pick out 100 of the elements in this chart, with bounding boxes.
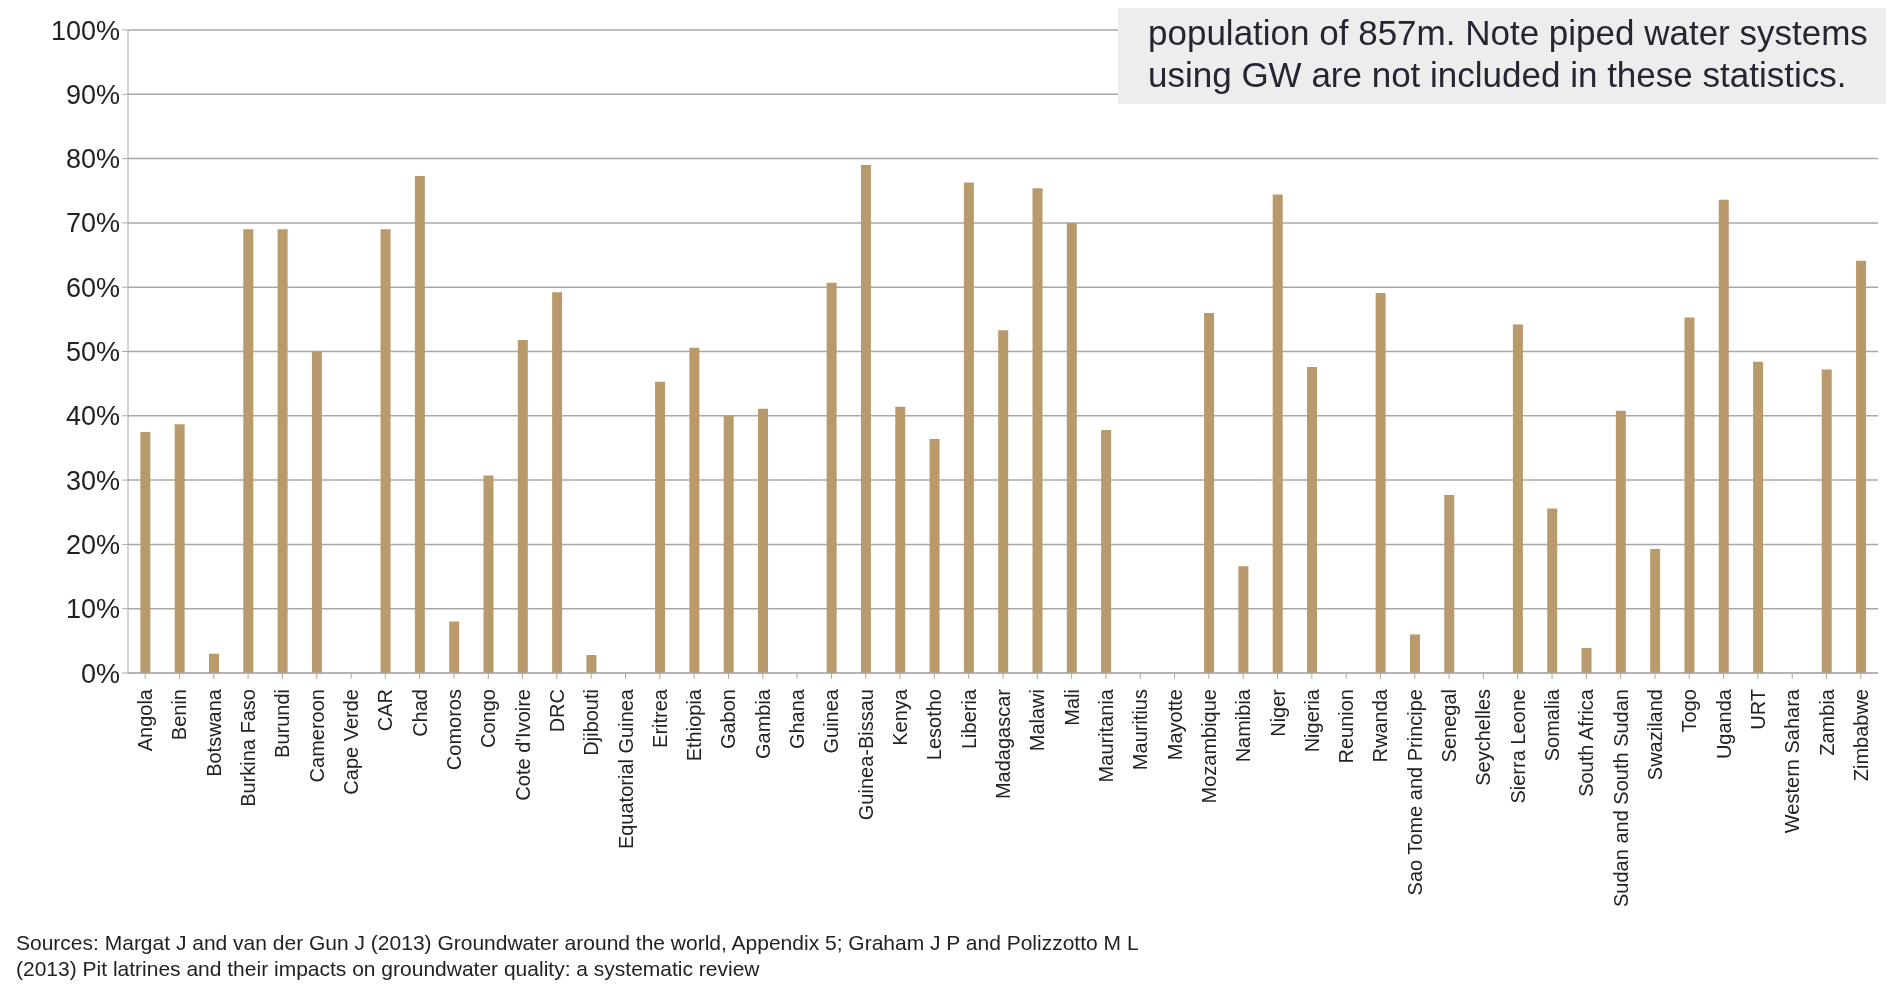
x-tick-label: Botswana <box>202 688 225 777</box>
x-tick-label: Angola <box>134 688 157 752</box>
x-tick-label: Ghana <box>786 688 809 750</box>
x-tick-label: Equatorial Guinea <box>614 688 637 850</box>
x-tick-label: Mali <box>1060 689 1083 726</box>
x-tick-label: Nigeria <box>1300 688 1323 753</box>
bar <box>1684 317 1695 673</box>
x-tick-label: Guinea <box>820 688 843 754</box>
bar <box>517 339 528 673</box>
y-tick-label: 60% <box>65 272 120 303</box>
bar <box>1615 410 1626 673</box>
bar <box>1375 292 1386 673</box>
x-tick-label: Zimbabwe <box>1849 689 1872 782</box>
x-tick-label: Liberia <box>957 688 980 750</box>
y-tick-label: 80% <box>65 144 120 175</box>
x-tick-label: Sudan and South Sudan <box>1609 689 1632 907</box>
bar <box>1204 312 1215 673</box>
x-tick-label: Guinea-Bissau <box>854 689 877 821</box>
bar <box>1444 494 1455 673</box>
x-tick-label: Mayotte <box>1163 689 1186 761</box>
x-tick-label: Uganda <box>1712 688 1735 760</box>
x-tick-label: Madagascar <box>992 688 1014 800</box>
y-tick-label: 30% <box>65 465 120 496</box>
bar <box>586 655 597 673</box>
bar <box>758 408 768 673</box>
source-note: Sources: Margat J and van der Gun J (2013) Groundwater around the world, Appendix 5; Graham J P and Polizzotto M L (2013) Pit latrines and their impacts on groundwater quality: a systematic review <box>16 930 1139 982</box>
x-tick-label: Namibia <box>1232 688 1255 763</box>
x-tick-label: Lesotho <box>923 689 946 761</box>
y-tick-label: 40% <box>65 401 120 432</box>
bar <box>174 424 185 673</box>
bar <box>895 406 906 673</box>
bar <box>655 381 666 673</box>
bar <box>860 165 871 673</box>
x-tick-label: Togo <box>1678 689 1701 733</box>
bar <box>1581 647 1592 673</box>
x-tick-label: Eritrea <box>648 688 671 748</box>
bar <box>483 475 494 673</box>
bar <box>552 292 563 673</box>
x-tick-label: Chad <box>408 689 431 737</box>
x-tick-label: Cameroon <box>305 689 328 783</box>
bar <box>277 229 288 673</box>
y-tick-label: 10% <box>65 594 120 625</box>
x-tick-label: Congo <box>477 689 500 748</box>
x-tick-label: URT <box>1746 689 1769 730</box>
y-tick-label: 70% <box>65 208 120 239</box>
x-tick-label: CAR <box>374 689 397 732</box>
x-tick-label: Cape Verde <box>340 689 363 795</box>
x-tick-label: Malawi <box>1026 689 1049 752</box>
x-tick-label: Mozambique <box>1197 689 1220 804</box>
y-tick-label: 20% <box>65 529 120 560</box>
bar <box>929 438 940 673</box>
bar <box>963 182 974 673</box>
bar <box>1409 634 1420 673</box>
x-tick-label: Swaziland <box>1643 689 1666 781</box>
bar <box>311 351 322 673</box>
x-tick-label: Zambia <box>1815 688 1838 756</box>
x-tick-label: Gambia <box>751 688 774 760</box>
bar <box>1821 369 1832 673</box>
x-tick-label: Western Sahara <box>1781 688 1804 834</box>
bar <box>449 621 460 673</box>
x-tick-label: Comoros <box>442 689 465 771</box>
x-tick-label: South Africa <box>1575 688 1598 797</box>
bar <box>243 229 254 673</box>
x-tick-label: Niger <box>1266 688 1289 737</box>
y-tick-label: 0% <box>80 658 120 689</box>
x-tick-label: Kenya <box>889 688 912 746</box>
x-tick-label: Somalia <box>1541 688 1564 762</box>
x-tick-label: Mauritania <box>1094 688 1117 783</box>
x-tick-label: Benin <box>168 689 191 741</box>
x-tick-label: Rwanda <box>1369 688 1392 763</box>
x-tick-label: Burkina Faso <box>237 689 260 807</box>
x-tick-label: Reunion <box>1335 689 1358 764</box>
bar <box>689 347 700 673</box>
y-tick-label: 50% <box>65 337 120 368</box>
bar <box>1272 194 1283 673</box>
bar <box>998 330 1009 673</box>
bar <box>1718 199 1729 673</box>
x-tick-label: Gabon <box>717 689 740 750</box>
x-tick-label: Sierra Leone <box>1506 689 1529 804</box>
bar <box>1307 366 1318 673</box>
bar <box>1753 361 1764 673</box>
annotation: population of 857m. Note piped water systems using GW are not included in these statistics. <box>1118 8 1886 104</box>
bar <box>1547 508 1558 673</box>
x-tick-label: Senegal <box>1438 689 1461 763</box>
x-tick-label: Mauritius <box>1129 689 1152 771</box>
bar <box>1238 566 1249 673</box>
bar <box>1101 429 1112 673</box>
x-tick-label: Cote d'Ivoire <box>511 689 534 801</box>
x-tick-label: Burundi <box>271 689 294 758</box>
y-tick-label: 100% <box>50 15 120 46</box>
bar <box>414 175 425 673</box>
y-tick-label: 90% <box>65 79 120 110</box>
bar <box>1650 548 1661 673</box>
bar <box>140 431 151 673</box>
bar <box>1032 188 1043 673</box>
bar <box>1856 260 1867 673</box>
x-tick-label: DRC <box>545 689 568 733</box>
x-tick-label: Sao Tome and Principe <box>1403 689 1426 896</box>
x-tick-label: Djibouti <box>580 689 603 756</box>
x-tick-label: Ethiopia <box>683 688 706 762</box>
